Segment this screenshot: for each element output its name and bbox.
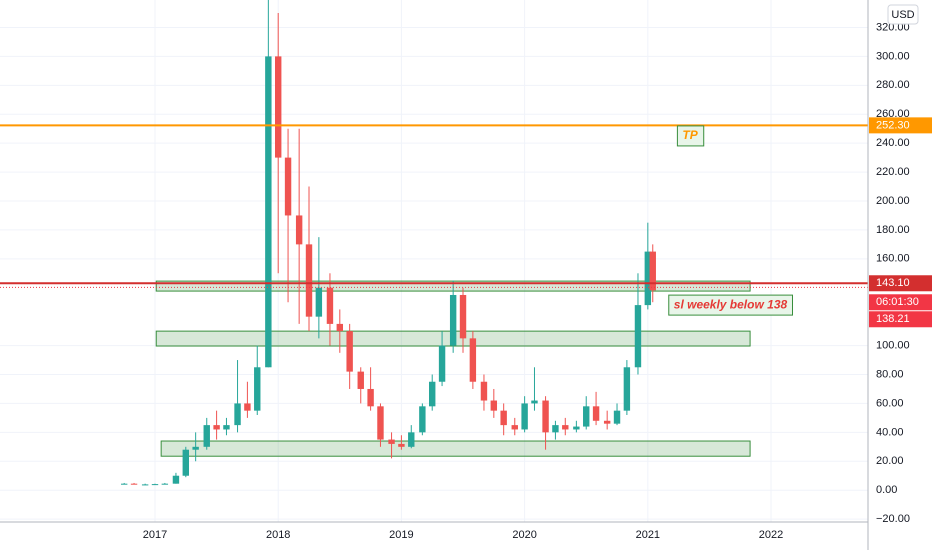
- candle-body: [305, 244, 313, 317]
- candle-body: [346, 331, 353, 372]
- candle-body: [336, 323, 344, 332]
- candle-body: [192, 446, 199, 450]
- candle-body: [542, 400, 549, 433]
- y-tick-label: −20.00: [876, 513, 910, 525]
- candle-body: [203, 425, 210, 447]
- candle-body: [275, 56, 282, 158]
- y-tick-label: 0.00: [876, 484, 897, 496]
- zones: [155, 280, 751, 457]
- y-tick-label: 280.00: [876, 79, 910, 91]
- annotation: sl weekly below 138: [674, 297, 788, 311]
- annotation-box: [668, 294, 793, 316]
- y-tick-label: 60.00: [876, 397, 904, 409]
- y-tick-label: 180.00: [876, 224, 910, 236]
- candle-body: [182, 449, 190, 476]
- candle-body: [161, 483, 169, 485]
- candle-body: [583, 406, 590, 427]
- price-label-box: [869, 117, 932, 134]
- annotation: TP: [682, 128, 698, 142]
- candle-body: [367, 388, 374, 407]
- y-tick-label: 240.00: [876, 137, 910, 149]
- candle-body: [223, 425, 230, 430]
- x-tick-label: 2021: [636, 529, 660, 541]
- x-tick-label: 2020: [512, 529, 536, 541]
- candle-body: [490, 400, 498, 411]
- y-tick-label: 160.00: [876, 253, 910, 265]
- candle-body: [234, 403, 241, 426]
- candle-body: [357, 371, 364, 389]
- price-label-box: [869, 275, 932, 292]
- y-tick-label: 80.00: [876, 368, 904, 380]
- candles: [120, 0, 656, 486]
- last-price-box: [869, 311, 932, 328]
- candle-body: [469, 338, 477, 382]
- candle-body: [326, 287, 334, 324]
- candle-body: [172, 475, 180, 484]
- candle-body: [419, 406, 426, 433]
- candle-body: [130, 483, 138, 485]
- candle-body: [141, 484, 149, 486]
- candle-body: [562, 425, 569, 430]
- overlay: 252.30 143.10 06:01:30 138.21 TP sl weekly be…: [0, 117, 932, 328]
- price-label: 252.30: [876, 119, 910, 131]
- candle-body: [649, 251, 656, 291]
- currency: USD: [891, 9, 914, 21]
- y-tick-label: 260.00: [876, 108, 910, 120]
- y-tick-label: 200.00: [876, 195, 910, 207]
- candle-body: [531, 400, 538, 404]
- x-tick-label: 2022: [759, 529, 783, 541]
- y-tick-label: 300.00: [876, 50, 910, 62]
- y-tick-label: 40.00: [876, 426, 904, 438]
- candle-body: [120, 483, 128, 485]
- candle-body: [623, 367, 631, 411]
- candle-body: [459, 294, 467, 339]
- countdown-box: [869, 294, 932, 311]
- candle-body: [511, 425, 518, 430]
- candle-body: [151, 484, 159, 486]
- x-tick-label: 2017: [143, 529, 167, 541]
- candle-body: [429, 381, 436, 407]
- candle-body: [644, 251, 652, 306]
- candle-body: [213, 425, 220, 430]
- y-tick-label: 20.00: [876, 455, 904, 467]
- candle-body: [603, 420, 611, 424]
- candle-body: [295, 215, 303, 245]
- candle-body: [265, 56, 272, 368]
- candle-body: [284, 157, 292, 216]
- candle-body: [634, 305, 642, 368]
- candle-body: [315, 287, 323, 317]
- candle-body: [254, 367, 261, 411]
- annotation-box: [676, 125, 705, 147]
- candle-body: [552, 425, 559, 433]
- y-tick-label: 220.00: [876, 166, 910, 178]
- candle-body: [521, 403, 528, 430]
- candle-body: [592, 406, 600, 421]
- price-label: 143.10: [876, 277, 910, 289]
- y-tick-label: 100.00: [876, 339, 910, 351]
- currency-box[interactable]: [887, 4, 919, 25]
- zone: [160, 440, 751, 457]
- last-price-label: 138.21: [876, 313, 910, 325]
- candle-body: [613, 410, 621, 424]
- candle-body: [398, 443, 405, 447]
- candle-body: [500, 410, 507, 426]
- candle-body: [573, 426, 580, 430]
- axis: −20.00 0.00 20.00 40.00 60.00 80.00 100.00 160.…: [143, 21, 910, 541]
- x-tick-label: 2019: [389, 529, 413, 541]
- countdown: 06:01:30: [876, 296, 919, 308]
- candle-body: [377, 406, 384, 440]
- x-tick-label: 2018: [266, 529, 290, 541]
- candle-body: [388, 439, 395, 444]
- candle-body: [408, 432, 415, 447]
- candle-body: [449, 294, 457, 346]
- candle-body: [438, 345, 446, 382]
- candle-body: [244, 403, 251, 411]
- candle-body: [480, 381, 488, 401]
